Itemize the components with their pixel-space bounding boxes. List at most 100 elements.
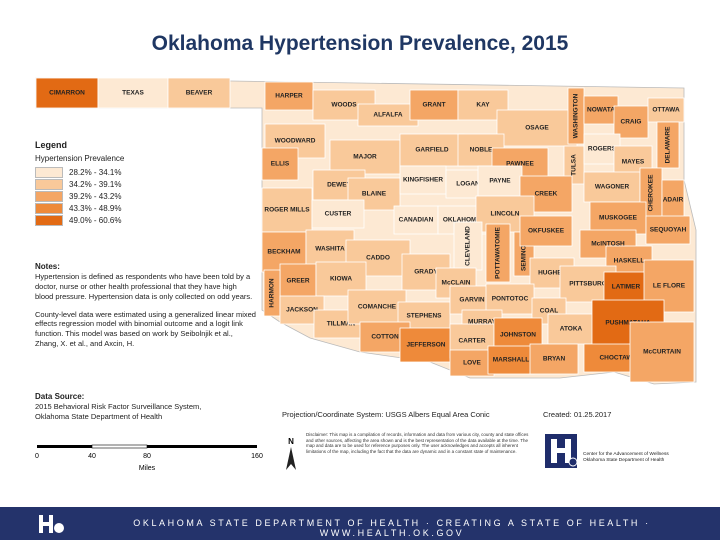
legend-class-4: 43.3% - 48.9% (35, 202, 265, 214)
county-label-mayes: MAYES (622, 159, 645, 166)
legend-swatch (35, 214, 63, 226)
projection-info: Projection/Coordinate System: USGS Alber… (282, 410, 490, 419)
county-label-washington: WASHINGTON (573, 93, 580, 138)
county-label-kiowa: KIOWA (330, 276, 352, 283)
north-arrow-icon: N (286, 437, 296, 470)
legend-label: 28.2% - 34.1% (69, 167, 122, 177)
county-label-pittsburg: PITTSBURG (569, 281, 607, 288)
county-label-blaine: BLAINE (362, 191, 387, 198)
legend-label: 49.0% - 60.6% (69, 215, 122, 225)
county-label-bryan: BRYAN (543, 356, 566, 363)
county-delaware (656, 121, 680, 169)
county-label-rogers: ROGERS (588, 146, 617, 153)
county-label-dewey: DEWEY (327, 182, 352, 189)
county-label-ottawa: OTTAWA (652, 107, 680, 114)
county-label-love: LOVE (463, 360, 481, 367)
scale-tick-80: 80 (143, 453, 151, 460)
footer-bar: OKLAHOMA STATE DEPARTMENT OF HEALTH · CR… (0, 507, 720, 540)
county-garfield (399, 133, 465, 167)
legend: Legend Hypertension Prevalence 28.2% - 3… (35, 140, 265, 226)
county-label-okfuskee: OKFUSKEE (528, 228, 565, 235)
county-label-johnston: JOHNSTON (500, 332, 536, 339)
center-wellness-text: Center for the Advancement of Wellness O… (583, 452, 693, 464)
county-muskogee (589, 201, 647, 235)
county-label-osage: OSAGE (525, 125, 549, 132)
county-tulsa (563, 145, 585, 185)
county-label-atoka: ATOKA (560, 326, 583, 333)
county-label-garfield: GARFIELD (415, 147, 449, 154)
legend-swatch (35, 178, 63, 190)
county-label-grant: GRANT (422, 102, 445, 109)
county-label-custer: CUSTER (325, 211, 352, 218)
county-canadian (393, 205, 439, 235)
county-nowata (583, 95, 619, 125)
map-title: Oklahoma Hypertension Prevalence, 2015 (151, 32, 569, 55)
center-wellness-logo-icon (545, 434, 578, 468)
center-line1: Center for the Advancement of Wellness (583, 452, 669, 457)
county-label-oklahoma: OKLAHOMA (443, 217, 482, 224)
footer-tagline: OKLAHOMA STATE DEPARTMENT OF HEALTH · CR… (133, 518, 651, 538)
county-label-stephens: STEPHENS (406, 313, 442, 320)
county-pontotoc (485, 283, 535, 315)
county-label-sequoyah: SEQUOYAH (650, 227, 687, 234)
county-label-harmon: HARMON (269, 278, 276, 308)
legend-class-5: 49.0% - 60.6% (35, 214, 265, 226)
county-label-hughes: HUGHES (538, 270, 566, 277)
county-label-jackson: JACKSON (286, 307, 318, 314)
county-label-coal: COAL (540, 308, 558, 315)
county-label-cotton: COTTON (371, 334, 399, 341)
county-mccurtain (629, 321, 695, 383)
legend-swatch (35, 202, 63, 214)
county-osage (496, 109, 578, 147)
county-love (449, 349, 495, 377)
county-label-grady: GRADY (414, 269, 438, 276)
county-label-woodward: WOODWARD (275, 138, 316, 145)
legend-class-2: 34.2% - 39.1% (35, 178, 265, 190)
county-label-kingfisher: KINGFISHER (403, 177, 443, 184)
county-bryan (529, 343, 579, 375)
legend-label: 34.2% - 39.1% (69, 179, 122, 189)
county-label-murray: MURRAY (468, 319, 497, 326)
county-label-le-flore: LE FLORE (653, 283, 686, 290)
county-label-noble: NOBLE (470, 147, 493, 154)
county-texas (97, 77, 169, 109)
legend-swatch (35, 190, 63, 202)
county-major (329, 139, 401, 175)
county-label-beckham: BECKHAM (267, 249, 300, 256)
county-label-comanche: COMANCHE (358, 304, 397, 311)
county-label-cherokee: CHEROKEE (648, 174, 655, 212)
county-craig (613, 105, 649, 139)
county-label-roger-mills: ROGER MILLS (264, 207, 310, 214)
county-grant (409, 89, 459, 121)
osdh-logo-icon (39, 515, 64, 533)
county-label-cleveland: CLEVELAND (465, 226, 472, 266)
county-okfuskee (519, 215, 573, 247)
legend-class-3: 39.2% - 43.2% (35, 190, 265, 202)
county-harmon (263, 269, 281, 317)
county-label-kay: KAY (476, 102, 490, 109)
notes-methodology: County-level data were estimated using a… (35, 309, 256, 348)
county-custer (311, 199, 365, 229)
county-label-nowata: NOWATA (587, 107, 615, 114)
county-kingfisher (399, 165, 447, 195)
legend-label: 43.3% - 48.9% (69, 203, 122, 213)
data-source: Data Source: 2015 Behavioral Risk Factor… (35, 392, 275, 422)
county-label-texas: TEXAS (122, 90, 144, 97)
county-label-harper: HARPER (275, 93, 303, 100)
county-atoka (547, 313, 595, 345)
county-label-choctaw: CHOCTAW (599, 355, 633, 362)
county-ottawa (647, 97, 685, 123)
scale-unit: Miles (139, 465, 156, 472)
county-label-creek: CREEK (535, 191, 558, 198)
county-label-jefferson: JEFFERSON (406, 342, 445, 349)
legend-classes: 28.2% - 34.1% 34.2% - 39.1% 39.2% - 43.2% 4… (35, 166, 265, 226)
county-label-canadian: CANADIAN (399, 217, 434, 224)
county-label-carter: CARTER (458, 338, 485, 345)
county-cimarron (35, 77, 99, 109)
scale-tick-40: 40 (88, 453, 96, 460)
data-source-heading: Data Source: (35, 392, 85, 401)
county-label-major: MAJOR (353, 154, 377, 161)
created-date: Created: 01.25.2017 (543, 410, 612, 419)
county-ellis (261, 147, 299, 181)
